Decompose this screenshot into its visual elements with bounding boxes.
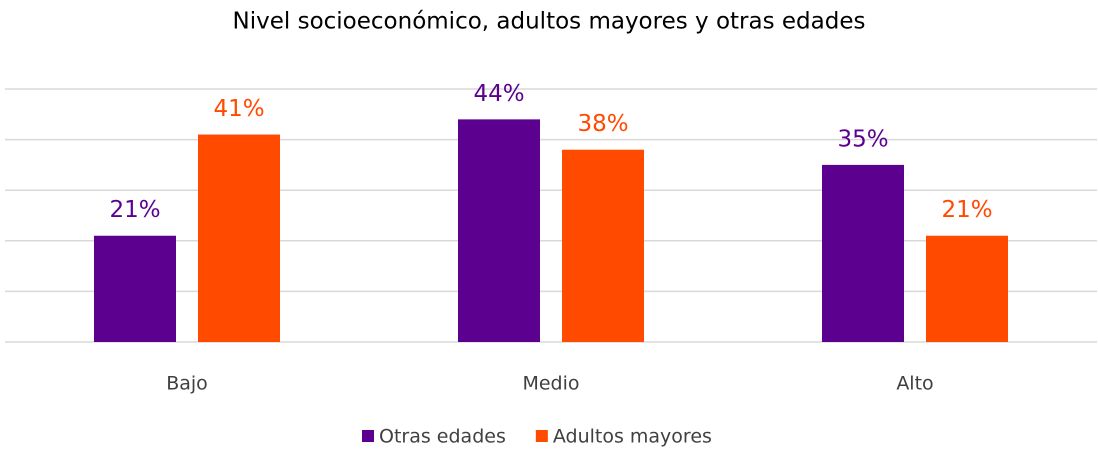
x-tick-label: Alto — [896, 373, 933, 395]
bar — [822, 164, 904, 342]
legend-swatch — [535, 430, 548, 442]
data-label: 21% — [109, 197, 160, 223]
data-label: 21% — [941, 197, 992, 223]
legend-label: Adultos mayores — [553, 426, 712, 448]
bar — [94, 235, 176, 342]
chart-title: Nivel socioeconómico, adultos mayores y … — [233, 9, 866, 35]
bar — [926, 235, 1008, 342]
data-label: 44% — [473, 81, 524, 107]
bar — [198, 134, 280, 342]
bar — [562, 149, 644, 342]
x-tick-label: Bajo — [166, 373, 208, 395]
legend-label: Otras edades — [379, 426, 506, 448]
legend-swatch — [362, 430, 374, 442]
x-tick-label: Medio — [522, 373, 579, 395]
data-label: 41% — [213, 96, 264, 122]
data-label: 38% — [577, 111, 628, 137]
data-label: 35% — [837, 126, 888, 152]
bar — [458, 119, 540, 342]
